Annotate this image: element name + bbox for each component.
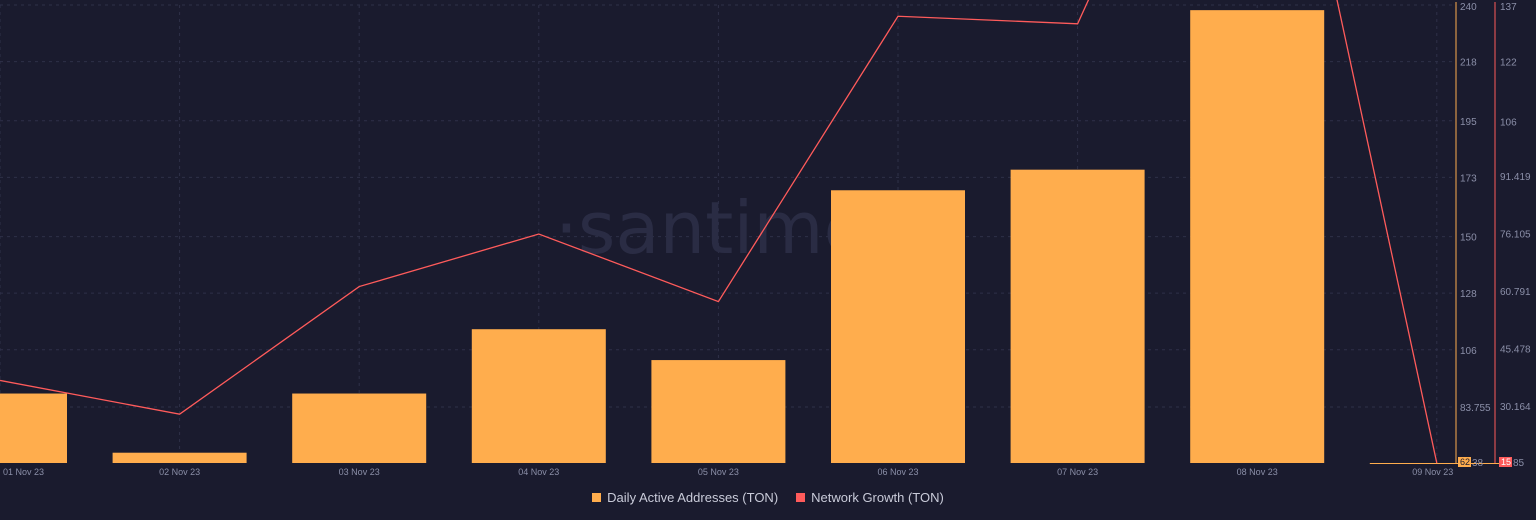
- legend-label-daily-active-addresses: Daily Active Addresses (TON): [607, 490, 779, 505]
- right-tick-label: 60.791: [1500, 287, 1531, 298]
- current-left-suffix: 38: [1472, 458, 1484, 469]
- legend-label-network-growth: Network Growth (TON): [811, 490, 944, 505]
- bar-08-nov-23: [1190, 10, 1325, 464]
- left-tick-label: 83.755: [1460, 403, 1491, 414]
- left-tick-label: 173: [1460, 173, 1477, 184]
- left-tick-label: 218: [1460, 58, 1477, 69]
- axes: 240 218 195 173 150 128 106 83.755 137 122 106 91.4…: [1455, 2, 1531, 469]
- left-tick-label: 195: [1460, 117, 1477, 128]
- legend-item-daily-active-addresses[interactable]: Daily Active Addresses (TON): [592, 490, 778, 505]
- bar-03-nov-23: [292, 393, 427, 463]
- x-tick-label: 06 Nov 23: [877, 467, 918, 477]
- x-tick-label: 08 Nov 23: [1237, 467, 1278, 477]
- x-tick-label: 01 Nov 23: [3, 467, 44, 477]
- current-right-value: 15: [1501, 457, 1511, 467]
- legend: Daily Active Addresses (TON) Network Gro…: [0, 490, 1536, 505]
- right-tick-label: 106: [1500, 117, 1517, 128]
- current-right-badge: [1499, 457, 1512, 467]
- x-tick-label: 04 Nov 23: [518, 467, 559, 477]
- x-tick-label: 03 Nov 23: [339, 467, 380, 477]
- bar-05-nov-23: [651, 360, 786, 463]
- right-tick-label: 30.164: [1500, 402, 1531, 413]
- x-tick-label: 07 Nov 23: [1057, 467, 1098, 477]
- right-tick-label: 122: [1500, 57, 1517, 68]
- current-left-badge: [1458, 457, 1471, 467]
- bar-07-nov-23: [1010, 169, 1145, 463]
- bars: [0, 10, 1504, 464]
- legend-swatch-line: [796, 493, 806, 502]
- left-tick-label: 150: [1460, 233, 1477, 244]
- bar-04-nov-23: [471, 329, 606, 463]
- bar-01-nov-23: [0, 393, 67, 463]
- bar-09-nov-23: [1369, 463, 1504, 464]
- right-tick-label: 91.419: [1500, 172, 1531, 183]
- x-axis-ticks: 01 Nov 23 02 Nov 23 03 Nov 23 04 Nov 23 05 N…: [3, 467, 1453, 477]
- left-tick-label: 128: [1460, 289, 1477, 300]
- legend-swatch-bars: [592, 493, 602, 502]
- left-tick-label: 106: [1460, 346, 1477, 357]
- right-tick-label: 76.105: [1500, 230, 1531, 241]
- right-tick-label: 45.478: [1500, 345, 1531, 356]
- x-tick-label: 02 Nov 23: [159, 467, 200, 477]
- left-tick-label: 240: [1460, 2, 1477, 13]
- network-growth-line: [0, 0, 1438, 464]
- chart: ·santiment 24021819517315012810683.75513…: [0, 0, 1531, 477]
- right-tick-label: 137: [1500, 2, 1517, 13]
- bar-02-nov-23: [112, 452, 247, 463]
- x-tick-label: 09 Nov 23: [1412, 467, 1453, 477]
- legend-item-network-growth[interactable]: Network Growth (TON): [796, 490, 944, 505]
- current-right-suffix: 85: [1513, 458, 1525, 469]
- x-tick-label: 05 Nov 23: [698, 467, 739, 477]
- bar-06-nov-23: [831, 190, 965, 463]
- current-left-value: 62: [1460, 457, 1470, 467]
